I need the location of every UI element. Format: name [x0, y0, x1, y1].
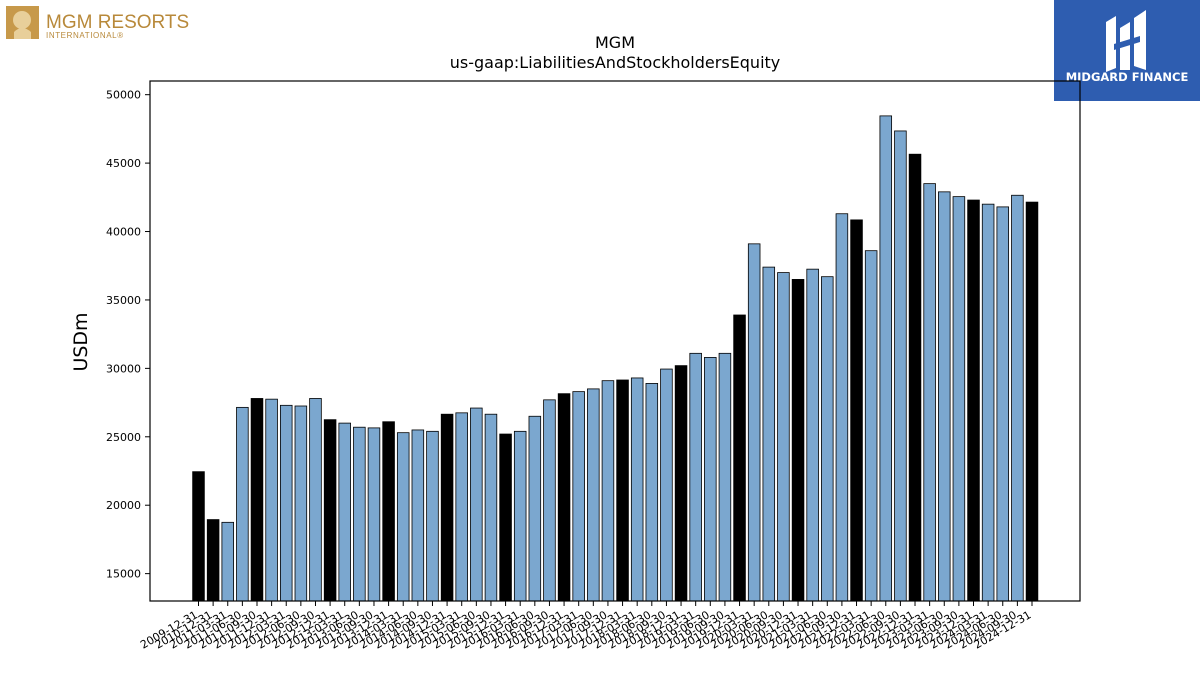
bar-2012-03-31 — [279, 404, 293, 602]
bar-2021-12-31 — [850, 219, 863, 602]
bar-2015-06-30 — [470, 407, 483, 602]
bar-2020-03-31 — [747, 243, 761, 602]
bar-2021-03-31 — [806, 268, 819, 602]
bar-2024-03-31 — [981, 203, 995, 602]
bar-2024-06-30 — [996, 206, 1010, 602]
y-tick-label: 30000 — [106, 362, 141, 375]
bar-2022-06-30 — [879, 115, 893, 602]
bar-2018-06-30 — [645, 383, 659, 602]
bar-2013-06-30 — [353, 426, 366, 602]
midgard-finance-logo: MIDGARD FINANCE — [1054, 0, 1200, 101]
bar-2024-09-30 — [1011, 194, 1024, 602]
bar-2019-03-31 — [689, 352, 702, 602]
bar-2016-06-30 — [528, 415, 542, 602]
bar-2016-03-31 — [513, 430, 527, 602]
bar-2012-09-30 — [309, 398, 322, 602]
bar-2017-06-30 — [587, 388, 600, 602]
bar-2014-09-30 — [426, 430, 439, 602]
bar-2023-06-30 — [938, 191, 951, 602]
bar-2016-09-30 — [543, 399, 556, 602]
bar-2017-09-30 — [601, 380, 615, 602]
bar-2019-09-30 — [718, 352, 732, 602]
y-tick-label: 50000 — [106, 89, 141, 102]
bar-2018-03-31 — [630, 377, 644, 602]
bar-2024-12-31 — [1025, 201, 1039, 602]
bar-2022-03-31 — [864, 250, 878, 602]
bar-2014-06-30 — [411, 429, 425, 602]
bar-2015-12-31 — [499, 433, 512, 602]
bar-2023-03-31 — [923, 183, 936, 602]
mgm-resorts-logo: MGM RESORTS INTERNATIONAL® — [6, 6, 196, 42]
bar-2013-09-30 — [367, 427, 381, 602]
bar-2011-03-31 — [221, 521, 234, 602]
logo-right-text: MIDGARD FINANCE — [1066, 70, 1189, 84]
bar-2012-06-30 — [294, 405, 308, 602]
bar-2015-09-30 — [484, 413, 498, 602]
bar-series — [192, 115, 1039, 602]
y-axis-label: USDm — [70, 312, 92, 371]
bar-2009-12-31 — [192, 471, 205, 602]
bar-2011-06-30 — [236, 406, 249, 602]
y-tick-label: 20000 — [106, 499, 141, 512]
bar-2017-03-31 — [572, 391, 585, 602]
x-axis: 2009-12-312010-12-312011-03-312011-06-30… — [138, 601, 1034, 652]
bar-2020-06-30 — [762, 266, 776, 602]
bar-2013-03-31 — [338, 422, 351, 602]
y-tick-label: 45000 — [106, 157, 141, 170]
logo-left-text: MGM RESORTS — [46, 12, 189, 33]
midgard-emblem-icon: MIDGARD FINANCE — [1066, 10, 1189, 84]
bar-2021-09-30 — [835, 213, 849, 602]
bar-2011-12-31 — [265, 398, 278, 602]
bar-2022-12-31 — [908, 153, 922, 602]
y-tick-label: 35000 — [106, 294, 141, 307]
bar-2012-12-31 — [323, 419, 337, 602]
bar-2016-12-31 — [557, 393, 571, 602]
bar-2013-12-31 — [382, 421, 395, 602]
bar-2018-12-31 — [674, 365, 688, 602]
bar-2019-06-30 — [704, 357, 717, 602]
bar-2022-09-30 — [894, 130, 907, 602]
bar-2020-09-30 — [777, 272, 790, 602]
y-tick-label: 15000 — [106, 568, 141, 581]
bar-2020-12-31 — [791, 279, 805, 602]
bar-2023-12-31 — [967, 199, 980, 602]
bar-2019-12-31 — [733, 314, 746, 602]
bar-2017-12-31 — [616, 379, 629, 602]
bar-2015-03-31 — [455, 412, 468, 602]
y-axis: 15000 20000 25000 30000 35000 40000 45000 50000 — [106, 89, 150, 581]
chart-title: MGM — [595, 33, 635, 52]
plot-frame — [149, 80, 1081, 602]
bar-2010-12-31 — [206, 519, 220, 602]
logo-left-subtext: INTERNATIONAL® — [46, 31, 124, 40]
bar-2014-12-31 — [440, 413, 454, 602]
bar-2018-09-30 — [660, 368, 673, 602]
bar-2021-06-30 — [821, 276, 834, 602]
bar-2011-09-30 — [250, 398, 264, 602]
mgm-lion-emblem-icon: MGM RESORTS INTERNATIONAL® — [6, 6, 189, 40]
y-tick-label: 40000 — [106, 226, 141, 239]
bar-2014-03-31 — [396, 432, 410, 602]
y-tick-label: 25000 — [106, 431, 141, 444]
bar-2023-09-30 — [952, 196, 966, 602]
chart-subtitle: us-gaap:LiabilitiesAndStockholdersEquity — [450, 53, 781, 72]
